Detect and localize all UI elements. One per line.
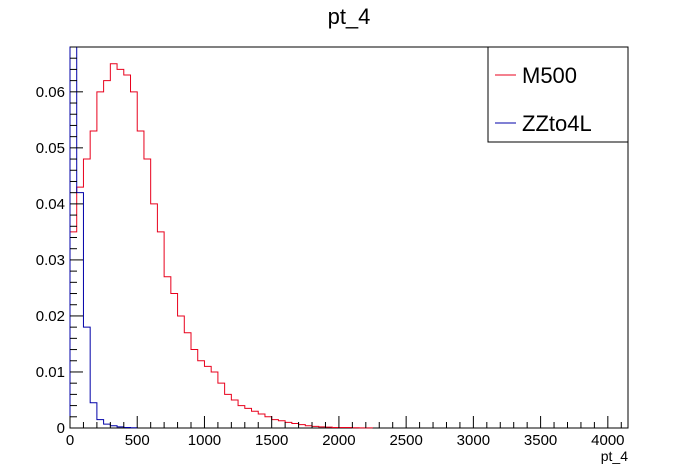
chart-title: pt_4 [328, 4, 371, 29]
x-tick-label: 500 [125, 432, 150, 449]
y-tick-label: 0.02 [36, 308, 65, 325]
x-tick-label: 1500 [255, 432, 288, 449]
y-tick-label: 0.01 [36, 364, 65, 381]
y-tick-label: 0.03 [36, 252, 65, 269]
y-tick-label: 0.05 [36, 140, 65, 157]
x-tick-label: 4000 [591, 432, 624, 449]
y-tick-label: 0 [57, 420, 65, 437]
x-tick-label: 2000 [322, 432, 355, 449]
x-tick-label: 2500 [389, 432, 422, 449]
x-tick-label: 0 [66, 432, 74, 449]
x-tick-label: 1000 [188, 432, 221, 449]
x-tick-label: 3000 [457, 432, 490, 449]
series-line-2 [69, 46, 138, 429]
legend-label-1: M500 [522, 63, 577, 88]
y-tick-label: 0.04 [36, 196, 65, 213]
x-tick-label: 3500 [524, 432, 557, 449]
legend-box [487, 46, 629, 143]
series-line-1 [69, 63, 374, 429]
legend-label-2: ZZto4L [522, 111, 592, 136]
x-axis-label: pt_4 [601, 448, 628, 464]
y-tick-label: 0.06 [36, 84, 65, 101]
